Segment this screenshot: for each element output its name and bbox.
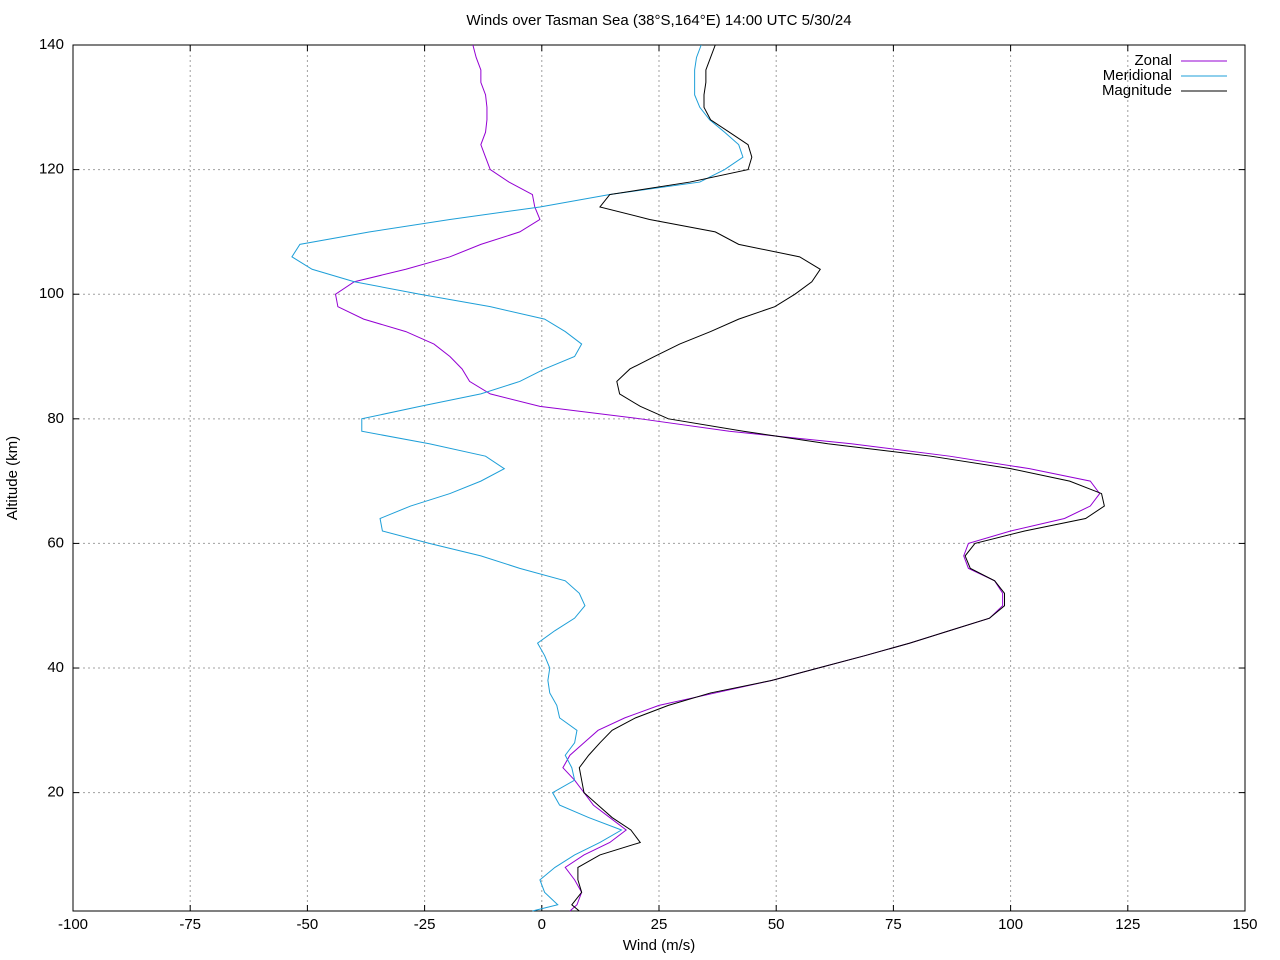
legend-label: Magnitude bbox=[1102, 82, 1172, 99]
x-tick-label: -75 bbox=[179, 916, 201, 933]
y-tick-label: 120 bbox=[39, 161, 64, 178]
x-tick-label: -100 bbox=[58, 916, 88, 933]
y-tick-label: 140 bbox=[39, 36, 64, 53]
x-tick-label: 100 bbox=[998, 916, 1023, 933]
x-tick-label: -50 bbox=[297, 916, 319, 933]
series-line bbox=[334, 44, 1101, 912]
x-tick-label: 0 bbox=[538, 916, 546, 933]
x-axis-label: Wind (m/s) bbox=[623, 937, 696, 954]
series-line bbox=[291, 44, 744, 912]
y-tick-label: 80 bbox=[47, 410, 64, 427]
chart-title: Winds over Tasman Sea (38°S,164°E) 14:00… bbox=[466, 12, 851, 29]
x-tick-label: 125 bbox=[1115, 916, 1140, 933]
series-line bbox=[571, 44, 1105, 912]
y-axis-label: Altitude (km) bbox=[4, 436, 21, 520]
y-tick-label: 40 bbox=[47, 659, 64, 676]
x-tick-label: 25 bbox=[651, 916, 668, 933]
x-tick-label: 150 bbox=[1232, 916, 1257, 933]
y-tick-label: 20 bbox=[47, 784, 64, 801]
y-tick-label: 100 bbox=[39, 285, 64, 302]
plot-frame bbox=[72, 44, 1246, 912]
x-tick-label: 50 bbox=[768, 916, 785, 933]
x-tick-label: -25 bbox=[414, 916, 436, 933]
legend-label: Meridional bbox=[1103, 67, 1172, 84]
x-tick-label: 75 bbox=[885, 916, 902, 933]
y-tick-label: 60 bbox=[47, 534, 64, 551]
legend-label: Zonal bbox=[1134, 52, 1172, 69]
